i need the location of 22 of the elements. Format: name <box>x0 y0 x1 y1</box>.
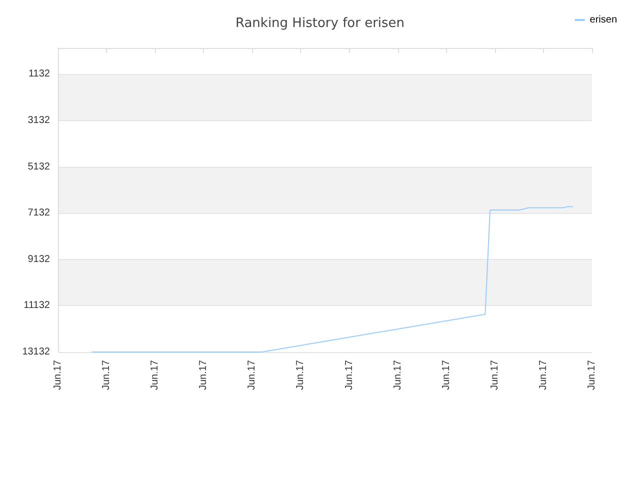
y-tick-label: 11132 <box>24 300 50 312</box>
y-tick-label: 3132 <box>28 115 50 126</box>
y-tick-label: 5132 <box>28 161 50 172</box>
line-series <box>91 206 574 352</box>
legend-label: erisen <box>590 14 618 26</box>
x-tick-label: Jun.17 <box>198 360 210 390</box>
x-tick-label: Jun.17 <box>489 360 500 390</box>
y-tick-label: 1132 <box>28 68 50 80</box>
y-tick-label: 13132 <box>22 346 50 358</box>
x-tick-label: Jun.17 <box>538 360 549 390</box>
y-tick-label: 9132 <box>28 254 50 265</box>
x-tick-label: Jun.17 <box>101 360 112 390</box>
chart-title: Ranking History for erisen <box>235 16 405 31</box>
x-tick-label: Jun.17 <box>392 360 404 390</box>
x-tick-label: Jun.17 <box>586 360 598 390</box>
x-tick-label: Jun.17 <box>150 360 161 390</box>
x-tick-label: Jun.17 <box>52 360 64 390</box>
x-tick-label: Jun.17 <box>440 360 452 390</box>
x-tick-label: Jun.17 <box>295 360 306 390</box>
x-tick-label: Jun.17 <box>344 360 355 390</box>
x-tick-label: Jun.17 <box>246 360 258 390</box>
y-tick-label: 7132 <box>28 208 50 219</box>
